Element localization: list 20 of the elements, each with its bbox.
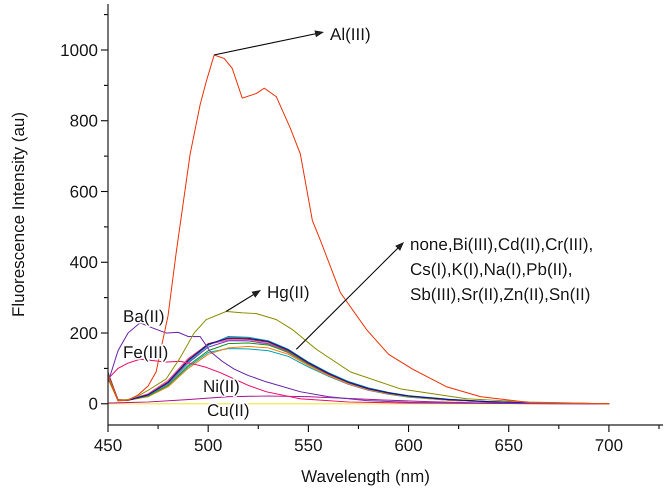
- x-tick-label: 450: [94, 436, 122, 455]
- annotation: none,Bi(III),Cd(II),Cr(III),Cs(I),K(I),Na(I),Pb(II),Sb(III),Sr(II),Zn(II),Sn(II): [410, 235, 594, 304]
- y-tick-label: 0: [88, 394, 98, 414]
- x-tick-label: 500: [194, 436, 222, 455]
- x-tick-label: 600: [394, 436, 423, 455]
- series-label: Cu(II): [207, 401, 250, 420]
- series-label: Ni(II): [203, 377, 240, 396]
- y-tick-label: 800: [70, 112, 98, 131]
- y-tick-label: 600: [70, 182, 98, 202]
- y-tick-label: 400: [70, 253, 98, 272]
- x-tick-label: 650: [494, 436, 523, 455]
- line-series: [107, 54, 610, 404]
- y-axis-title: Fluorescence Intensity (au): [9, 112, 28, 318]
- series-label: Ba(II): [123, 307, 165, 326]
- y-tick-label: 1000: [60, 40, 98, 60]
- x-axis-title: Wavelength (nm): [301, 467, 430, 486]
- y-tick-label: 200: [70, 324, 98, 343]
- x-tick-label: 550: [294, 436, 323, 455]
- x-tick-label: 700: [594, 436, 624, 455]
- text: Al(III): [330, 25, 371, 44]
